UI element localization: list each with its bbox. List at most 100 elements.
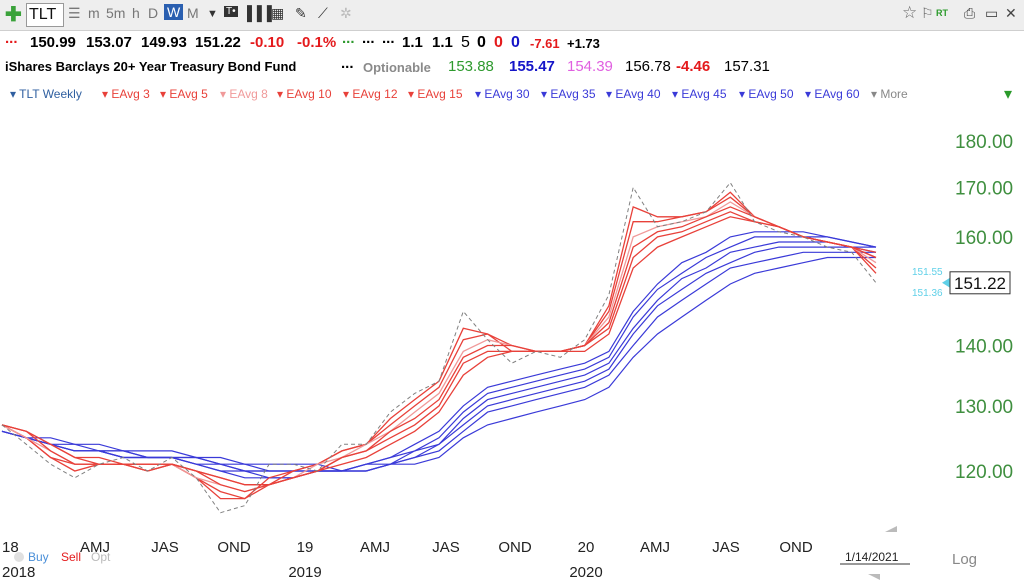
footer: Buy Sell Opt: [0, 548, 1024, 582]
grid-icon[interactable]: ▦: [271, 5, 285, 21]
x-year-label-cut: 2018: [2, 564, 35, 581]
dots-3: ...: [362, 30, 375, 47]
x-tick-label: AMJ: [360, 539, 390, 556]
open-price: 150.99: [30, 34, 76, 51]
series-line-eavg-8: [1, 201, 877, 493]
legend-item-eavg-40[interactable]: ▾ EAvg 40: [606, 87, 661, 101]
buy-label[interactable]: Buy: [28, 550, 49, 564]
star-icon[interactable]: ☆: [902, 3, 918, 22]
low-price: 149.93: [141, 34, 187, 51]
digit-1: 5: [461, 34, 470, 51]
sell-label[interactable]: Sell: [61, 550, 82, 564]
last-price-label: 151.22: [954, 274, 1006, 293]
minimize-icon[interactable]: ▭: [985, 5, 999, 21]
price-1: 153.88: [448, 58, 494, 75]
interval-month[interactable]: M: [187, 5, 199, 21]
legend-settings-icon[interactable]: ▾: [1004, 86, 1013, 103]
series-lines: [1, 181, 877, 514]
positive-value: +1.73: [567, 36, 600, 51]
x-tick-label: OND: [217, 539, 251, 556]
y-tick-label: 130.00: [955, 397, 1013, 418]
interval-d[interactable]: D: [148, 5, 159, 21]
last-price: 151.22: [195, 34, 241, 51]
change-value: -0.10: [250, 34, 285, 51]
optionable-label[interactable]: Optionable: [363, 60, 431, 75]
y-tick-label: 120.00: [955, 462, 1013, 483]
symbol-input[interactable]: TLT: [26, 3, 64, 27]
pencil-icon[interactable]: ✎: [295, 5, 307, 21]
series-line-price: [1, 181, 877, 514]
buy-dot-icon: [14, 552, 24, 562]
legend-item-eavg-50[interactable]: ▾ EAvg 50: [739, 87, 794, 101]
add-symbol-icon[interactable]: ✚: [5, 4, 22, 26]
change-percent: -0.1%: [297, 34, 337, 51]
list-icon[interactable]: ☰: [68, 5, 81, 21]
x-axis: 18 AMJ JAS OND 19 AMJ JAS OND 20 AMJ JAS OND 2019 202…: [2, 526, 977, 581]
print-icon[interactable]: ⎙: [964, 5, 976, 21]
fund-name: iShares Barclays 20+ Year Treasury Bond …: [5, 59, 297, 74]
chart-area[interactable]: 180.00 170.00 160.00 140.00 130.00 120.00 151.…: [0, 104, 1024, 582]
series-line-eavg-35: [1, 236, 877, 479]
series-line-eavg-30: [1, 231, 877, 479]
legend-more[interactable]: ▾ More: [871, 87, 908, 101]
close-icon[interactable]: ✕: [1005, 5, 1017, 21]
price-3: 154.39: [567, 58, 613, 75]
series-line-eavg-50: [1, 251, 876, 472]
y-tick-label: 160.00: [955, 228, 1013, 249]
last-price-arrow: [942, 277, 950, 288]
x-tick-label: JAS: [432, 539, 460, 556]
x-tick-label: OND: [779, 539, 813, 556]
draw-line-icon[interactable]: ⟋: [318, 5, 328, 21]
log-toggle[interactable]: Log: [952, 551, 977, 568]
dots-2: ...: [342, 30, 355, 47]
interval-h[interactable]: h: [132, 5, 140, 21]
dots-1: ...: [5, 30, 18, 47]
legend-item-eavg-10[interactable]: ▾ EAvg 10: [277, 87, 332, 101]
digit-2: 0: [477, 34, 486, 51]
y-tick-label: 170.00: [955, 179, 1013, 200]
text-tool-icon[interactable]: T•: [224, 6, 238, 17]
price-6: 157.31: [724, 58, 770, 75]
side-value-label: 151.55: [912, 267, 943, 278]
last-price-box: [949, 271, 1011, 295]
x-tick-label: 18: [2, 539, 19, 556]
price-5: -4.46: [676, 58, 711, 75]
legend-item-tlt-weekly[interactable]: ▾ TLT Weekly: [10, 87, 82, 101]
shapes-icon[interactable]: ✲: [340, 5, 352, 21]
bar-chart-icon[interactable]: ▌▌▌: [247, 5, 277, 21]
legend: ▾ TLT Weekly ▾ EAvg 3 ▾ EAvg 5 ▾ EAvg 8 …: [0, 84, 1024, 104]
legend-item-eavg-30[interactable]: ▾ EAvg 30: [475, 87, 530, 101]
dots-4: ...: [382, 30, 395, 47]
y-axis: 180.00 170.00 160.00 140.00 130.00 120.00 151.…: [912, 132, 1013, 483]
legend-item-eavg-5[interactable]: ▾ EAvg 5: [160, 87, 208, 101]
legend-item-eavg-35[interactable]: ▾ EAvg 35: [541, 87, 596, 101]
series-line-eavg-15: [1, 216, 877, 486]
price-chart[interactable]: 180.00 170.00 160.00 140.00 130.00 120.00 151.…: [0, 104, 1024, 582]
legend-item-eavg-12[interactable]: ▾ EAvg 12: [343, 87, 398, 101]
flag-icon[interactable]: ⚐: [921, 5, 934, 21]
negative-value: -7.61: [530, 36, 560, 51]
x-tick-label: JAS: [151, 539, 179, 556]
value-2: 1.1: [432, 34, 453, 51]
value-1: 1.1: [402, 34, 423, 51]
rt-icon[interactable]: RT: [936, 8, 948, 18]
digit-4: 0: [511, 34, 520, 51]
x-tick-label: AMJ: [640, 539, 670, 556]
interval-m[interactable]: m: [88, 5, 100, 21]
toolbar: ✚ TLT ☰ m 5m h D W M ▼ T• ▌▌▌ ▦ ✎ ⟋ ✲ ☆ …: [0, 0, 1024, 31]
interval-w-active[interactable]: W: [164, 4, 184, 20]
chevron-down-icon[interactable]: ▼: [207, 8, 218, 20]
info-dots: ...: [341, 55, 354, 72]
interval-5m[interactable]: 5m: [106, 5, 126, 21]
price-2: 155.47: [509, 58, 555, 75]
opt-label[interactable]: Opt: [91, 550, 111, 564]
legend-item-eavg-45[interactable]: ▾ EAvg 45: [672, 87, 727, 101]
price-4: 156.78: [625, 58, 671, 75]
side-value-label: 151.36: [912, 288, 943, 299]
legend-item-eavg-3[interactable]: ▾ EAvg 3: [102, 87, 150, 101]
legend-item-eavg-8[interactable]: ▾ EAvg 8: [220, 87, 268, 101]
y-tick-label: 180.00: [955, 132, 1013, 153]
series-line-eavg-3: [1, 191, 877, 500]
legend-item-eavg-15[interactable]: ▾ EAvg 15: [408, 87, 463, 101]
legend-item-eavg-60[interactable]: ▾ EAvg 60: [805, 87, 860, 101]
